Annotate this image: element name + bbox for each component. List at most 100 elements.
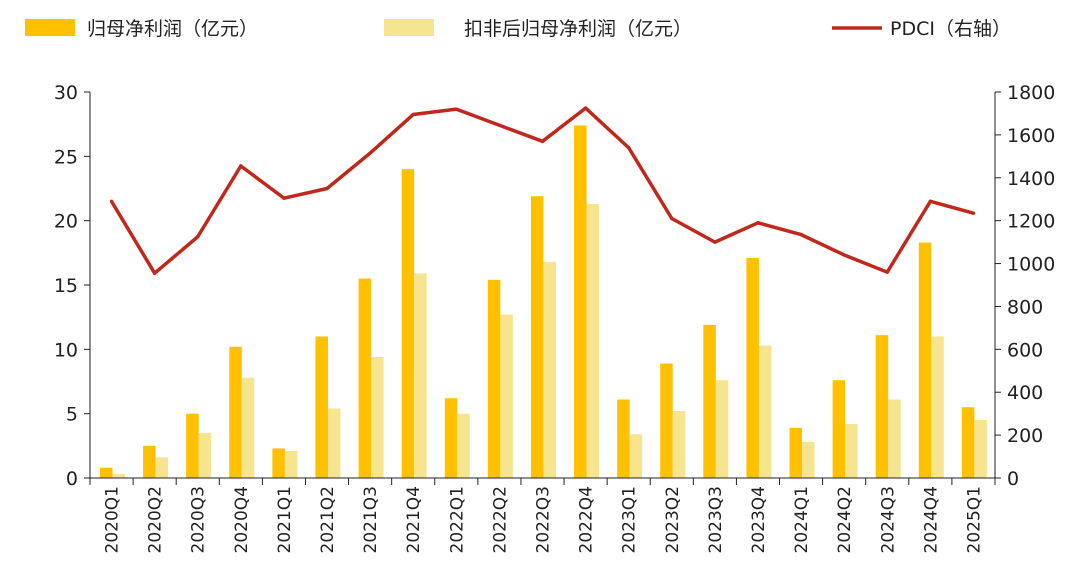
- bar-net-profit-2020Q2: [143, 445, 156, 478]
- pdci-point-2022Q3: [540, 139, 545, 144]
- pdci-point-2020Q3: [196, 235, 200, 239]
- pdci-point-2022Q4: [583, 106, 588, 110]
- left-tick-label-10: 10: [54, 339, 78, 361]
- bar-net-profit-2024Q4: [918, 242, 932, 478]
- bar-deducted-2024Q3: [888, 399, 901, 478]
- pdci-point-2024Q1: [799, 232, 803, 237]
- x-tick-label-2023Q3: 2023Q3: [706, 486, 726, 553]
- bar-net-profit-2023Q2: [660, 363, 673, 478]
- pdci-point-2022Q2: [497, 123, 502, 127]
- x-tick-label-2023Q1: 2023Q1: [620, 486, 640, 553]
- x-tick-label-2022Q4: 2022Q4: [577, 486, 597, 553]
- x-tick-label-2021Q3: 2021Q3: [361, 486, 381, 553]
- bar-deducted-2024Q2: [845, 423, 858, 478]
- right-tick-label-200: 200: [1007, 425, 1043, 447]
- right-tick-label-1000: 1000: [1007, 254, 1055, 276]
- right-tick-label-0: 0: [1007, 468, 1019, 490]
- legend-swatch-deducted-net-profit: [384, 19, 434, 36]
- bar-deducted-2022Q2: [500, 314, 513, 478]
- axes: 0 5 10 15 20 25 30 0 200 400 600 800 1000 1200 1400 160…: [54, 82, 1056, 553]
- bar-deducted-2023Q1: [629, 434, 643, 478]
- x-tick-label-2020Q2: 2020Q2: [146, 486, 166, 553]
- right-tick-label-600: 600: [1007, 339, 1043, 361]
- bar-deducted-2021Q2: [327, 408, 341, 478]
- bar-deducted-2020Q2: [155, 457, 169, 478]
- left-tick-label-30: 30: [54, 82, 78, 104]
- series-deducted-net-profit-bars: [112, 203, 987, 478]
- x-tick-label-2020Q4: 2020Q4: [232, 486, 252, 553]
- left-tick-label-20: 20: [54, 211, 78, 233]
- left-tick-label-5: 5: [66, 404, 78, 426]
- pdci-point-2020Q2: [152, 271, 157, 275]
- bar-net-profit-2021Q3: [358, 278, 372, 478]
- bar-deducted-2022Q4: [586, 203, 600, 478]
- x-tick-label-2021Q1: 2021Q1: [275, 486, 295, 553]
- pdci-point-2024Q2: [842, 253, 846, 257]
- bar-net-profit-2023Q1: [617, 399, 630, 478]
- pdci-point-2021Q3: [368, 151, 372, 155]
- x-tick-label-2022Q2: 2022Q2: [490, 486, 510, 553]
- bar-deducted-2020Q1: [112, 474, 125, 478]
- bar-deducted-2021Q3: [371, 357, 384, 478]
- x-tick-label-2024Q4: 2024Q4: [921, 486, 941, 553]
- series-net-profit-bars: [100, 125, 975, 478]
- bar-net-profit-2021Q4: [401, 169, 415, 478]
- bar-net-profit-2024Q2: [832, 380, 846, 478]
- x-tick-label-2021Q4: 2021Q4: [404, 486, 424, 553]
- bar-net-profit-2022Q3: [530, 196, 544, 478]
- bar-deducted-2020Q3: [198, 432, 212, 478]
- bar-net-profit-2020Q3: [186, 413, 199, 478]
- pdci-point-2021Q4: [411, 112, 415, 117]
- bar-deducted-2025Q1: [974, 420, 987, 478]
- bar-deducted-2022Q1: [457, 413, 470, 478]
- bar-net-profit-2022Q1: [444, 398, 458, 478]
- pdci-point-2025Q1: [971, 211, 976, 215]
- x-tick-label-2024Q2: 2024Q2: [835, 486, 855, 553]
- bar-deducted-2024Q1: [802, 441, 815, 478]
- left-tick-label-15: 15: [54, 275, 78, 297]
- right-tick-label-800: 800: [1007, 296, 1043, 318]
- right-tick-label-400: 400: [1007, 382, 1043, 404]
- x-tick-label-2023Q2: 2023Q2: [663, 486, 683, 553]
- bar-deducted-2022Q3: [543, 261, 556, 478]
- pdci-point-2021Q1: [282, 196, 286, 200]
- x-tick-label-2022Q3: 2022Q3: [534, 486, 554, 553]
- legend: 归母净利润（亿元） 扣非后归母净利润（亿元） PDCI（右轴）: [25, 18, 1011, 40]
- right-tick-label-1800: 1800: [1007, 82, 1055, 104]
- pdci-point-2020Q1: [109, 199, 114, 204]
- pdci-point-2023Q4: [756, 221, 760, 225]
- bar-net-profit-2021Q2: [315, 336, 328, 478]
- bar-net-profit-2024Q1: [789, 427, 803, 478]
- pdci-point-2024Q3: [885, 270, 889, 274]
- pdci-point-2023Q3: [713, 240, 717, 244]
- legend-label-deducted-net-profit: 扣非后归母净利润（亿元）: [464, 18, 692, 40]
- x-tick-label-2021Q2: 2021Q2: [318, 486, 338, 553]
- legend-label-net-profit: 归母净利润（亿元）: [87, 18, 258, 40]
- bar-deducted-2023Q2: [672, 411, 686, 478]
- right-tick-label-1200: 1200: [1007, 211, 1055, 233]
- right-tick-label-1400: 1400: [1007, 168, 1055, 190]
- pdci-point-2023Q2: [670, 216, 674, 221]
- bar-net-profit-2020Q4: [229, 346, 242, 478]
- series-pdci-line: [109, 106, 976, 275]
- x-tick-label-2025Q1: 2025Q1: [964, 486, 984, 553]
- x-tick-label-2023Q4: 2023Q4: [749, 486, 769, 553]
- pdci-point-2024Q4: [928, 199, 933, 204]
- bar-net-profit-2021Q1: [272, 448, 285, 478]
- bar-net-profit-2025Q1: [961, 407, 975, 478]
- bar-deducted-2023Q4: [758, 345, 772, 478]
- bar-net-profit-2022Q2: [487, 279, 501, 478]
- bar-deducted-2021Q4: [414, 273, 427, 478]
- x-tick-label-2020Q1: 2020Q1: [103, 486, 123, 553]
- bar-deducted-2020Q4: [241, 377, 255, 478]
- bar-net-profit-2023Q4: [746, 257, 759, 478]
- x-tick-label-2020Q3: 2020Q3: [189, 486, 209, 553]
- pdci-point-2021Q2: [325, 186, 329, 191]
- legend-swatch-net-profit: [25, 19, 75, 36]
- right-tick-label-1600: 1600: [1007, 125, 1055, 147]
- left-tick-label-25: 25: [54, 146, 78, 168]
- left-tick-label-0: 0: [66, 468, 78, 490]
- legend-label-pdci: PDCI（右轴）: [890, 18, 1011, 40]
- bar-net-profit-2024Q3: [875, 335, 889, 478]
